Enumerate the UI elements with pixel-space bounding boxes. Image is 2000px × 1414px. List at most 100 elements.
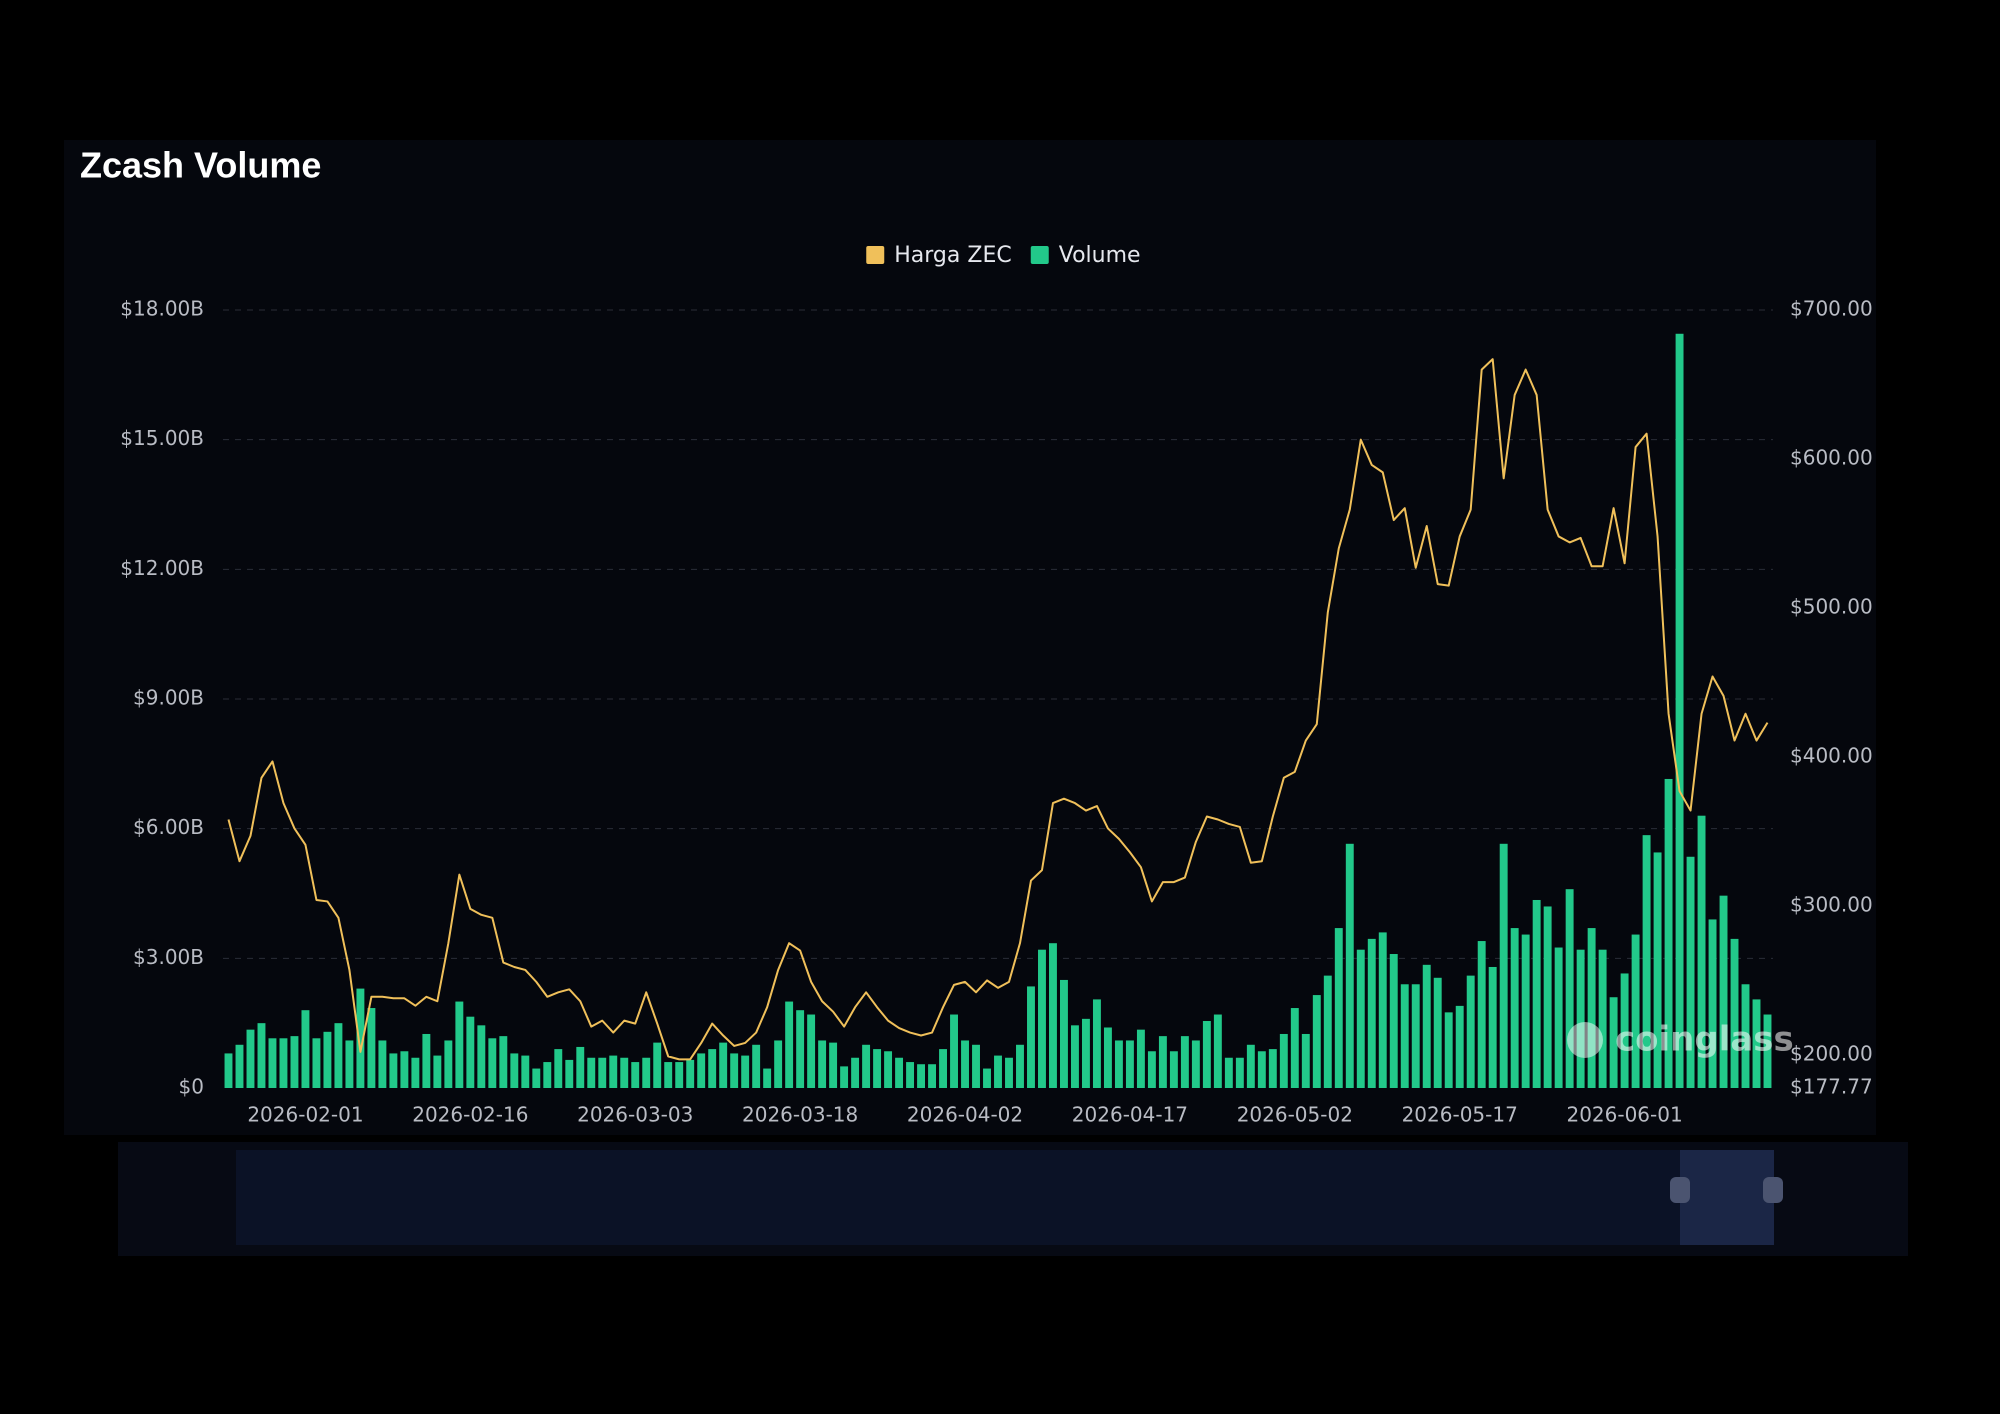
volume-bar bbox=[246, 1029, 255, 1088]
volume-bar bbox=[1521, 934, 1530, 1088]
volume-bar bbox=[664, 1062, 673, 1088]
volume-bar bbox=[1543, 906, 1552, 1088]
volume-bar bbox=[1389, 954, 1398, 1088]
volume-bar bbox=[1334, 928, 1343, 1088]
volume-bar bbox=[279, 1038, 288, 1088]
volume-bar bbox=[444, 1040, 453, 1088]
volume-bar bbox=[752, 1044, 761, 1088]
volume-bar bbox=[345, 1040, 354, 1088]
volume-bar bbox=[1049, 943, 1057, 1088]
volume-bar bbox=[455, 1001, 464, 1088]
navigator-handle[interactable] bbox=[1763, 1177, 1783, 1203]
volume-bar bbox=[1763, 1014, 1772, 1088]
volume-bar bbox=[499, 1036, 508, 1088]
volume-bar bbox=[1653, 852, 1662, 1088]
volume-bar bbox=[433, 1055, 442, 1088]
volume-bar bbox=[697, 1053, 706, 1088]
volume-bar bbox=[719, 1042, 728, 1088]
volume-bar bbox=[675, 1062, 684, 1088]
volume-bar bbox=[235, 1044, 244, 1088]
volume-bar bbox=[796, 1010, 805, 1088]
volume-bar bbox=[488, 1038, 497, 1088]
volume-bar bbox=[642, 1057, 651, 1088]
volume-bar bbox=[1136, 1029, 1145, 1088]
legend-label: Volume bbox=[1059, 243, 1141, 268]
volume-bar bbox=[1246, 1044, 1255, 1088]
volume-bar bbox=[1565, 889, 1574, 1088]
volume-bar bbox=[1598, 949, 1607, 1088]
volume-bar bbox=[1191, 1040, 1200, 1088]
volume-bar bbox=[1675, 333, 1684, 1088]
chart-card bbox=[64, 140, 1876, 1135]
price-line bbox=[227, 358, 1769, 1061]
y2-tick-label: $500.00 bbox=[1790, 594, 1873, 618]
y2-tick-label: $200.00 bbox=[1790, 1041, 1873, 1065]
volume-bar bbox=[1510, 928, 1519, 1088]
volume-bar bbox=[972, 1044, 980, 1088]
legend-label: Harga ZEC bbox=[894, 243, 1011, 268]
volume-bar bbox=[961, 1040, 969, 1088]
navigator-window bbox=[236, 1150, 1774, 1245]
x-tick-label: 2026-05-02 bbox=[1237, 1103, 1353, 1127]
volume-bar bbox=[477, 1025, 486, 1088]
x-tick-label: 2026-04-02 bbox=[907, 1103, 1023, 1127]
y-tick-label: $18.00B bbox=[120, 297, 204, 321]
volume-bar bbox=[576, 1046, 585, 1088]
volume-bar bbox=[1620, 973, 1629, 1088]
volume-bar bbox=[1038, 949, 1046, 1088]
volume-bar bbox=[1114, 1040, 1123, 1088]
volume-bar bbox=[818, 1040, 827, 1088]
volume-bar bbox=[1466, 975, 1475, 1088]
x-tick-label: 2026-02-16 bbox=[412, 1103, 528, 1127]
volume-bar bbox=[1235, 1057, 1244, 1088]
legend-swatch bbox=[866, 246, 885, 264]
volume-bar bbox=[1609, 997, 1618, 1088]
y-tick-label: $3.00B bbox=[133, 945, 204, 969]
volume-bar bbox=[631, 1062, 640, 1088]
volume-bar bbox=[1741, 984, 1750, 1088]
volume-bar bbox=[543, 1062, 552, 1088]
volume-bar bbox=[257, 1023, 266, 1088]
volume-bar bbox=[708, 1049, 717, 1088]
volume-bar bbox=[312, 1038, 321, 1088]
volume-bar bbox=[1697, 815, 1706, 1088]
volume-bar bbox=[884, 1051, 893, 1088]
chart-title: Zcash Volume bbox=[80, 145, 321, 186]
volume-bar bbox=[1488, 966, 1497, 1088]
volume-bar bbox=[1202, 1021, 1211, 1088]
volume-bar bbox=[301, 1010, 310, 1088]
volume-bar bbox=[774, 1040, 783, 1088]
volume-bar bbox=[1444, 1012, 1453, 1088]
volume-bar bbox=[1367, 938, 1376, 1088]
volume-bar bbox=[730, 1053, 739, 1088]
y-tick-label: $6.00B bbox=[133, 815, 204, 839]
volume-bar bbox=[389, 1053, 398, 1088]
volume-bar bbox=[290, 1036, 299, 1088]
watermark: coinglass bbox=[1615, 1020, 1794, 1060]
volume-bar bbox=[1378, 932, 1387, 1088]
navigator[interactable] bbox=[118, 1142, 1908, 1256]
volume-bar bbox=[1576, 949, 1585, 1088]
volume-bar bbox=[763, 1068, 772, 1088]
volume-bar bbox=[873, 1049, 882, 1088]
volume-bar bbox=[1224, 1057, 1233, 1088]
volume-bar bbox=[1290, 1008, 1299, 1088]
volume-bar bbox=[653, 1042, 662, 1088]
volume-bar bbox=[510, 1053, 519, 1088]
volume-bar bbox=[411, 1057, 420, 1088]
volume-bar bbox=[1499, 843, 1508, 1088]
volume-bar bbox=[554, 1049, 563, 1088]
volume-bar bbox=[1631, 934, 1640, 1088]
y2-tick-label: $700.00 bbox=[1790, 297, 1873, 321]
navigator-handle[interactable] bbox=[1670, 1177, 1690, 1203]
volume-bar bbox=[268, 1038, 277, 1088]
volume-bar bbox=[422, 1033, 431, 1088]
volume-bar bbox=[928, 1064, 936, 1088]
volume-bar bbox=[224, 1053, 233, 1088]
volume-bar bbox=[840, 1066, 849, 1088]
y2-tick-label: $300.00 bbox=[1790, 892, 1873, 916]
volume-bar bbox=[1686, 856, 1695, 1088]
navigator-selection[interactable] bbox=[1680, 1150, 1774, 1245]
volume-bar bbox=[1180, 1036, 1189, 1088]
